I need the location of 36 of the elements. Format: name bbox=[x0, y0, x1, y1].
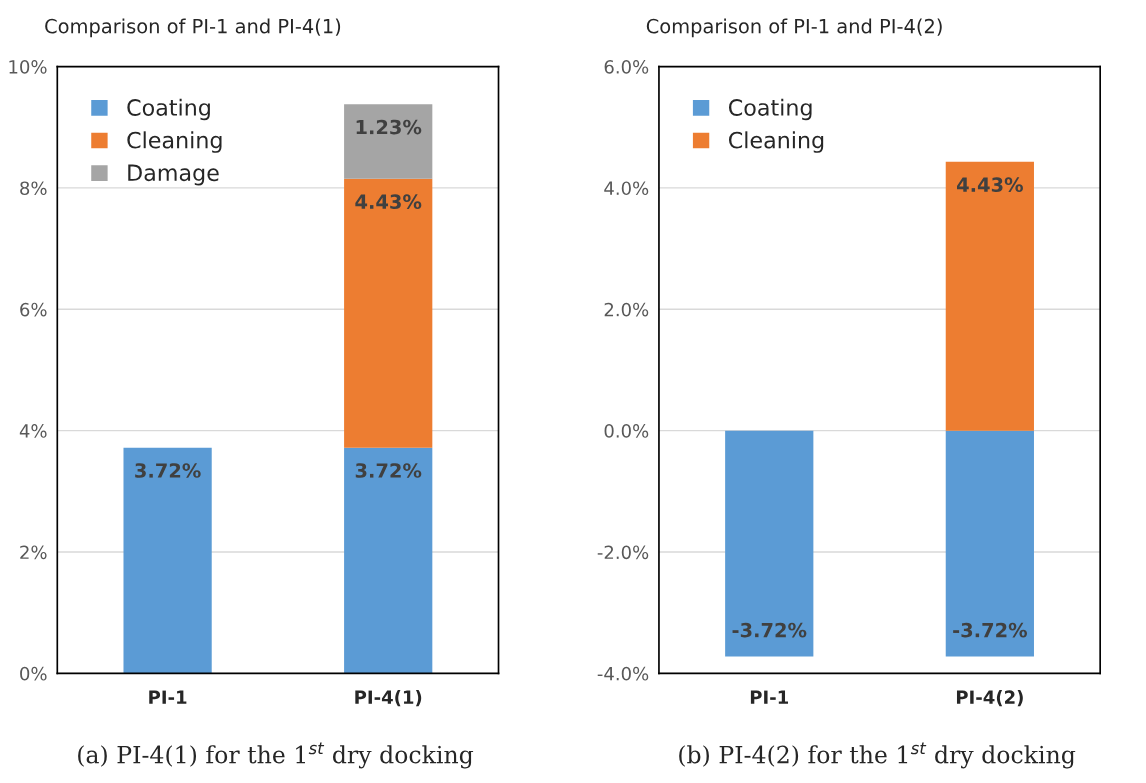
text: (b) PI-4(2) for the 1$^{st}$ dry docking bbox=[679, 742, 1076, 769]
legend-label: Cleaning bbox=[728, 131, 824, 153]
y-tick-label: 0.0% bbox=[604, 424, 649, 438]
data-label: -3.72% bbox=[732, 622, 807, 638]
text: (a) PI-4(1) for the 1$^{st}$ dry docking bbox=[78, 742, 474, 769]
y-tick-label: 2% bbox=[20, 545, 47, 560]
legend-label: Coating bbox=[127, 98, 210, 121]
bar bbox=[344, 104, 433, 179]
y-tick-label: 8% bbox=[20, 181, 47, 196]
x-tick-label: PI-1 bbox=[750, 690, 789, 704]
y-tick-label: 6.0% bbox=[604, 60, 649, 74]
data-label: 4.43% bbox=[957, 177, 1023, 193]
y-tick-label: 10% bbox=[9, 60, 47, 74]
data-label: 3.72% bbox=[355, 463, 422, 478]
bar bbox=[344, 447, 433, 674]
x-tick-label: PI-1 bbox=[149, 690, 187, 704]
y-tick-label: -4.0% bbox=[597, 666, 649, 681]
bar bbox=[123, 447, 212, 674]
data-label: 4.43% bbox=[355, 194, 422, 210]
data-label: -3.72% bbox=[953, 622, 1027, 638]
y-tick-label: 6% bbox=[20, 302, 47, 317]
x-tick-label: PI-4(1) bbox=[355, 690, 422, 707]
y-tick-label: 4.0% bbox=[604, 181, 649, 196]
chart-title: Comparison of PI-1 and PI-4(1) bbox=[45, 18, 341, 38]
legend-label: Damage bbox=[128, 164, 219, 186]
legend-label: Coating bbox=[728, 98, 812, 121]
y-tick-label: -2.0% bbox=[597, 545, 649, 560]
legend-label: Cleaning bbox=[127, 131, 222, 153]
y-tick-label: 0% bbox=[20, 666, 47, 681]
y-tick-label: 2.0% bbox=[604, 302, 649, 317]
x-tick-label: PI-4(2) bbox=[956, 690, 1023, 707]
y-tick-label: 4% bbox=[19, 424, 47, 438]
data-label: 1.23% bbox=[356, 119, 422, 135]
bar bbox=[344, 178, 433, 448]
data-label: 3.72% bbox=[135, 463, 201, 478]
chart-title: Comparison of PI-1 and PI-4(2) bbox=[646, 18, 942, 38]
